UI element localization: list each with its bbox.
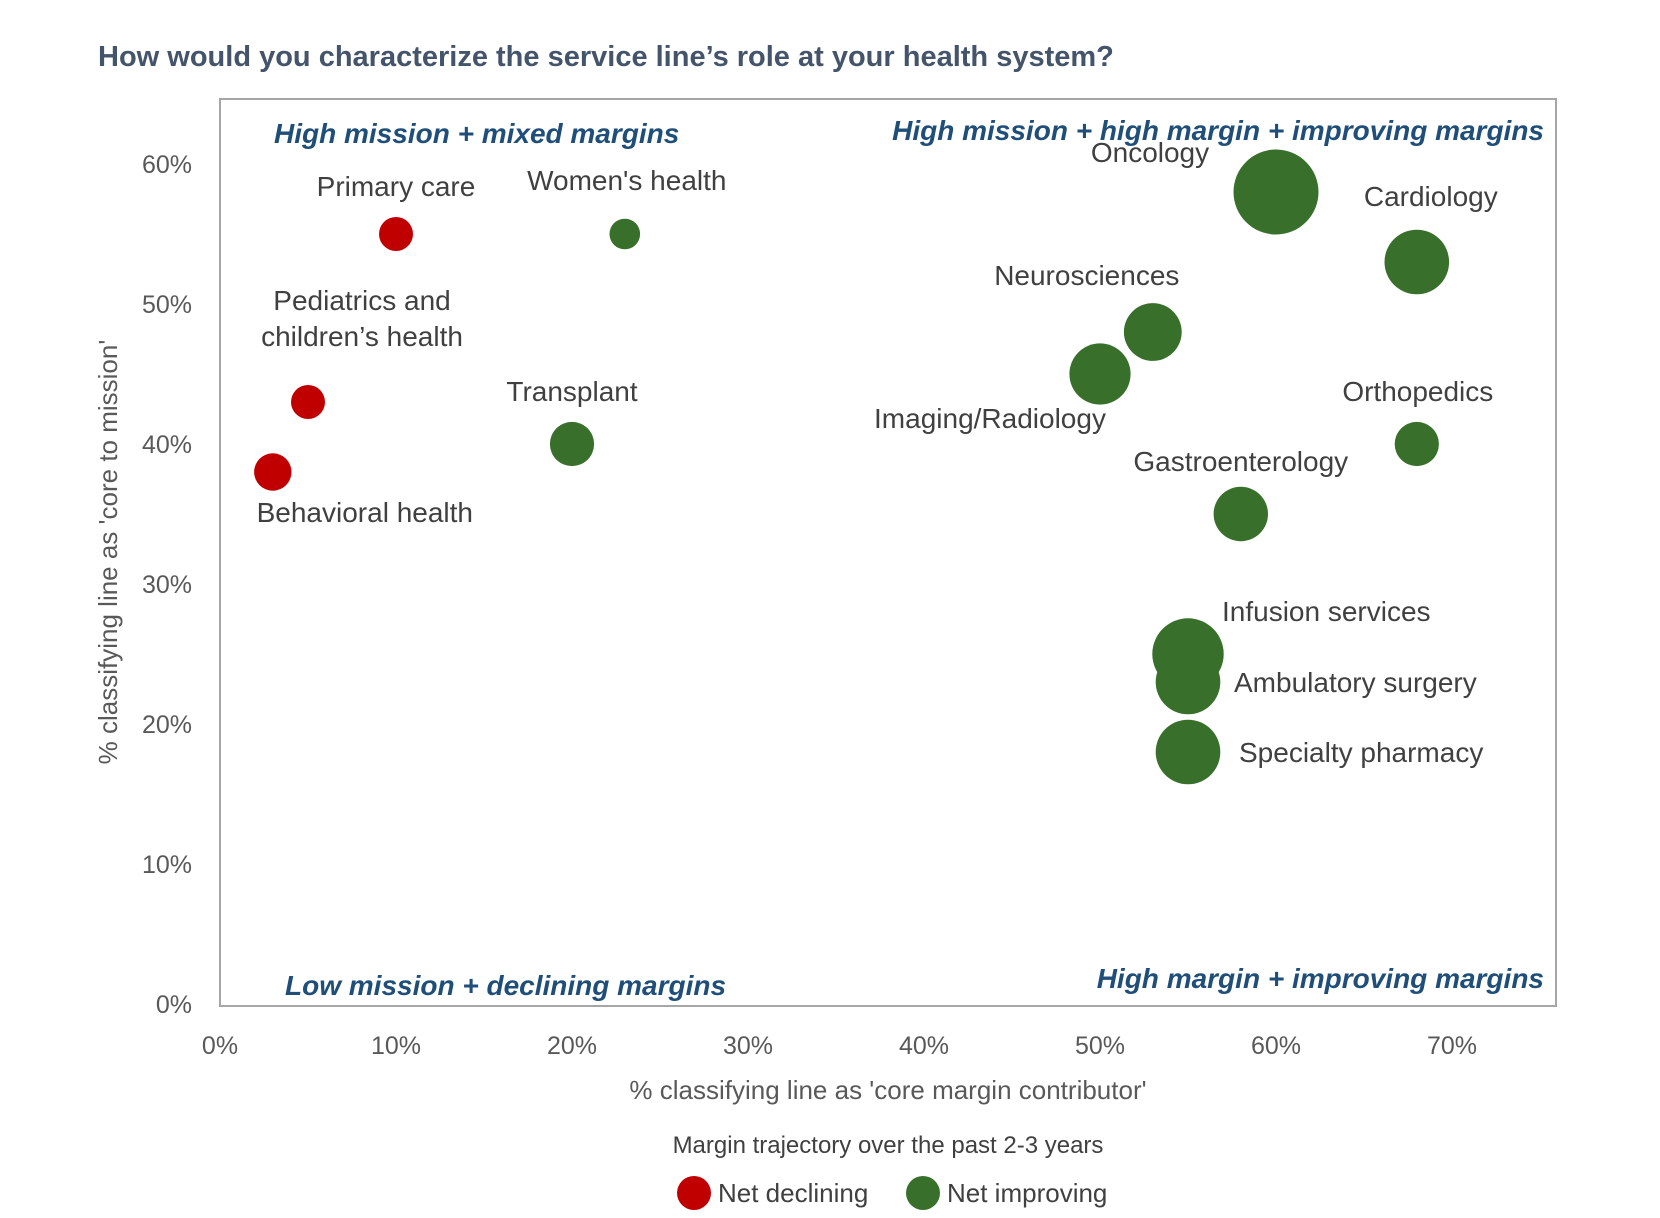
bubble-transplant [549,421,595,467]
legend-marker-net-improving [906,1176,940,1210]
x-tick-label-20: 20% [547,1032,597,1060]
point-label-oncology: Oncology [1091,137,1209,168]
legend-label-net-improving: Net improving [947,1178,1107,1208]
x-tick-label-0: 0% [202,1032,238,1060]
point-label-transplant: Transplant [506,376,637,407]
point-label-neurosciences: Neurosciences [994,260,1179,291]
bubble-orthopedics [1394,421,1439,467]
quadrant-label-top-left: High mission + mixed margins [274,118,679,149]
legend: Net declining Net improving [677,1176,1107,1210]
bubble-neurosciences [1123,303,1182,361]
x-tick-label-60: 60% [1251,1032,1301,1060]
y-tick-label-60: 60% [142,151,192,179]
point-label-ambulatory-surgery: Ambulatory surgery [1234,667,1477,698]
bubble-behavioral-health [254,453,292,491]
point-label-gastroenterology: Gastroenterology [1133,446,1348,477]
legend-marker-net-declining [677,1176,711,1210]
quadrant-label-bottom-left: Low mission + declining margins [285,970,726,1001]
bubble-specialty-pharmacy [1155,719,1221,785]
legend-label-net-declining: Net declining [718,1178,868,1208]
point-label-imaging-radiology: Imaging/Radiology [874,403,1106,434]
quadrant-label-bottom-right: High margin + improving margins [1097,963,1544,994]
bubble-women-s-health [609,218,641,250]
point-label-infusion-services: Infusion services [1222,596,1431,627]
point-label-specialty-pharmacy: Specialty pharmacy [1239,737,1483,768]
x-axis-ticks: 0% 10% 20% 30% 40% 50% 60% 70% [202,1032,1477,1060]
bubble-gastroenterology [1213,486,1269,542]
y-axis-label: % classifying line as 'core to mission' [93,340,123,765]
bubble-pediatrics-and [291,385,325,419]
y-axis-ticks: 0% 10% 20% 30% 40% 50% 60% [142,151,192,1019]
bubble-oncology [1233,149,1319,235]
x-tick-label-70: 70% [1427,1032,1477,1060]
quadrant-label-top-right: High mission + high margin + improving m… [892,115,1544,146]
x-tick-label-30: 30% [723,1032,773,1060]
chart-title: How would you characterize the service l… [98,41,1114,73]
x-tick-label-10: 10% [371,1032,421,1060]
y-tick-label-0: 0% [156,991,192,1019]
point-label-cardiology: Cardiology [1364,181,1498,212]
point-label-orthopedics: Orthopedics [1342,376,1493,407]
point-label-behavioral-health: Behavioral health [257,497,473,528]
bubble-cardiology [1384,229,1450,295]
y-tick-label-40: 40% [142,431,192,459]
bubble-primary-care [379,217,413,251]
x-axis-label: % classifying line as 'core margin contr… [629,1075,1146,1105]
x-tick-label-50: 50% [1075,1032,1125,1060]
y-tick-label-50: 50% [142,291,192,319]
y-tick-label-20: 20% [142,711,192,739]
plot-frame [219,98,1557,1007]
point-label-pediatrics-and-children-s-health: Pediatrics and children’s health [261,285,463,352]
bubbles [254,149,1450,785]
y-tick-label-10: 10% [142,851,192,879]
point-label-women-s-health: Women's health [527,165,726,196]
point-label-primary-care: Primary care [317,171,476,202]
x-tick-label-40: 40% [899,1032,949,1060]
point-labels: Primary care Women's health Pediatrics and… [257,137,1498,768]
y-tick-label-30: 30% [142,571,192,599]
legend-title: Margin trajectory over the past 2-3 year… [673,1132,1104,1159]
bubble-imaging-radiology [1069,343,1131,405]
bubble-ambulatory-surgery [1155,649,1221,715]
